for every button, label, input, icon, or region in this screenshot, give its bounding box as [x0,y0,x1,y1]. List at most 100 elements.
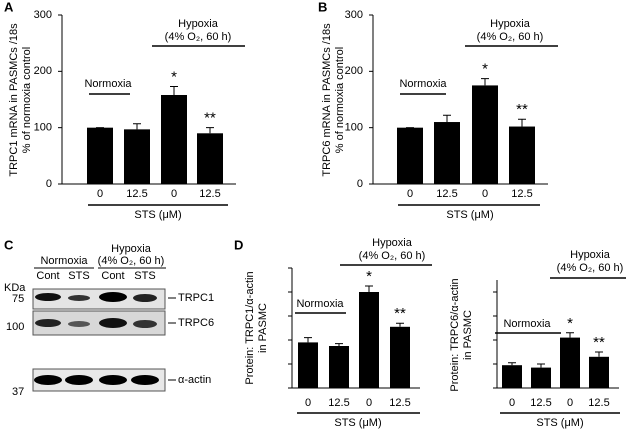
bar [397,127,423,184]
x-axis-label: STS (μM) [334,417,381,429]
x-tick-label: 12.5 [511,188,532,200]
y-tick-label: 0 [357,178,363,190]
x-tick-label: 0 [305,397,311,409]
band-label: TRPC1 [178,292,214,304]
blot-normoxia: Normoxia [40,255,88,267]
x-tick-label: 12.5 [126,188,147,200]
error-bar [396,322,404,327]
normoxia-label: Normoxia [84,78,132,90]
x-tick-label: 0 [509,397,515,409]
x-tick-label: 12.5 [588,397,609,409]
significance: * [482,61,488,78]
significance: * [366,268,372,285]
x-tick-label: 12.5 [530,397,551,409]
x-tick-label: 0 [482,188,488,200]
normoxia-label: Normoxia [399,78,447,90]
hypoxia-label: Hypoxia [570,249,611,261]
error-bar [365,285,373,292]
bar [589,356,609,388]
y-tick-label: 0 [46,178,52,190]
x-tick-label: 0 [407,188,413,200]
y-tick-label: 100 [34,122,52,134]
error-bar [518,118,526,127]
band [35,319,61,327]
normoxia-label: Normoxia [296,298,344,310]
significance: * [171,69,177,86]
bar [161,94,187,184]
error-bar [566,332,574,338]
band [99,375,127,385]
error-bar [170,86,178,95]
band [133,294,157,302]
significance: ** [394,305,406,322]
error-bar [133,123,141,130]
hypoxia-condition: (4% O₂, 60 h) [477,31,544,43]
bar [434,122,460,184]
blot-panel: Normoxia Hypoxia (4% O₂, 60 h) Cont STS … [4,243,214,398]
error-bar [595,351,603,357]
significance: ** [516,101,528,118]
y-axis-label: % of normoxia control [334,47,346,153]
lane-label: Cont [101,270,124,282]
y-axis-label: Protein: TRPC6/α-actin [449,278,461,391]
bar [472,85,498,184]
y-tick-label: 300 [345,9,363,21]
x-axis-label: STS (μM) [134,209,181,221]
bar [509,126,535,184]
bar [298,342,318,388]
error-bar [206,127,214,134]
y-tick-label: 300 [34,9,52,21]
y-tick-label: 100 [345,122,363,134]
band [65,375,93,385]
error-bar [481,78,489,86]
error-bar [304,337,312,343]
y-tick-label: 200 [345,65,363,77]
bar [390,326,410,388]
significance: * [567,315,573,332]
panel-letter: B [318,0,327,14]
bar [359,292,379,388]
marker-label: 100 [6,321,24,333]
x-tick-label: 12.5 [389,397,410,409]
blot-condition: (4% O₂, 60 h) [98,255,165,267]
band-label: α-actin [178,374,211,386]
y-axis-label: % of normoxia control [21,47,33,153]
normoxia-label: Normoxia [503,318,551,330]
bar [531,367,551,388]
bar [87,127,113,184]
error-bar [335,343,343,346]
panel-letter: A [4,0,14,14]
significance: ** [593,334,605,351]
lane-label: Cont [36,270,59,282]
band [34,375,62,385]
bar [329,346,349,388]
panel-letter: C [4,237,14,252]
hypoxia-condition: (4% O₂, 60 h) [557,262,624,274]
significance: ** [204,110,216,127]
band [131,375,159,385]
x-axis-label: STS (μM) [446,209,493,221]
y-axis-label: Protein: TRPC1/α-actin [244,271,256,384]
y-tick-label: 200 [34,65,52,77]
hypoxia-condition: (4% O₂, 60 h) [359,250,426,262]
hypoxia-label: Hypoxia [372,237,413,249]
marker-label: 75 [12,293,24,305]
kda-label: KDa [4,282,26,294]
x-tick-label: 0 [366,397,372,409]
band-label: TRPC6 [178,317,214,329]
lane-label: STS [134,270,155,282]
x-tick-label: 0 [97,188,103,200]
y-axis-label: TRPC1 mRNA in PASMCs /18s [8,23,20,177]
x-tick-label: 12.5 [436,188,457,200]
band [68,321,90,327]
band [35,293,61,301]
x-tick-label: 0 [567,397,573,409]
hypoxia-condition: (4% O₂, 60 h) [165,31,232,43]
blot-hypoxia: Hypoxia [111,243,152,255]
bar [197,133,223,184]
blot-strip [32,288,166,310]
bar [560,337,580,388]
bar [124,129,150,184]
hypoxia-label: Hypoxia [490,18,531,30]
